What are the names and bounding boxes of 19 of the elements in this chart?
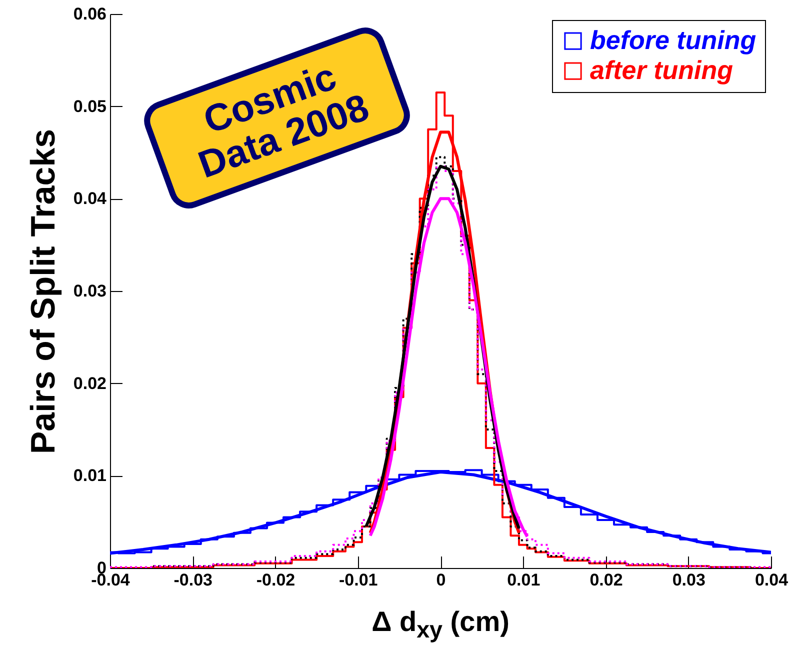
- y-tick-label: 0.04: [73, 189, 108, 208]
- annotation: Cosmic Data 2008: [138, 22, 416, 214]
- x-tick-label: -0.02: [256, 570, 296, 590]
- y-tick-label: 0.01: [73, 466, 106, 486]
- x-tick-label: 0.03: [672, 570, 706, 590]
- y-tick-label: 0.06: [73, 4, 106, 24]
- x-tick-label: 0.01: [507, 570, 540, 590]
- x-tick-label: -0.01: [339, 570, 378, 590]
- x-tick-label: 0: [436, 570, 446, 590]
- legend-label: after tuning: [590, 55, 734, 85]
- y-tick-label: 0.02: [73, 374, 106, 393]
- x-tick-label: 0.02: [590, 570, 623, 590]
- y-axis-title: Pairs of Split Tracks: [24, 128, 62, 454]
- x-tick-label: -0.03: [174, 570, 212, 590]
- x-axis-title: Δ d$_{xy}$ (cm): [370, 606, 510, 644]
- y-tick-label: 0.05: [73, 96, 106, 116]
- y-tick-label: 0.03: [73, 282, 106, 300]
- legend-label: before tuning: [590, 25, 756, 55]
- x-tick-label: 0.04: [754, 570, 789, 590]
